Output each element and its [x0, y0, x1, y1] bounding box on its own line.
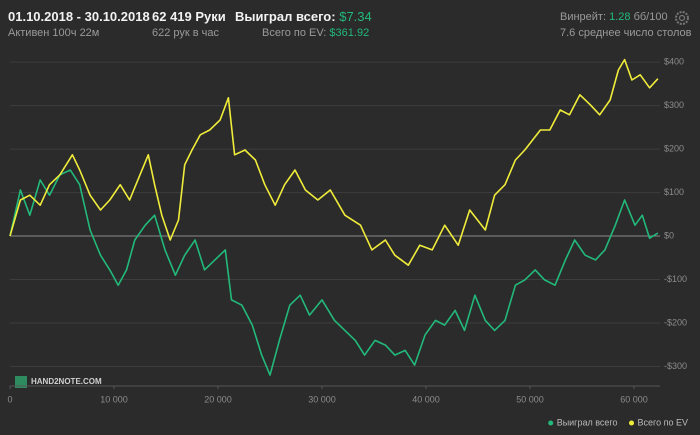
- hands-per-hour: 622 рук в час: [152, 27, 220, 39]
- active-time: Активен 100ч 22м: [8, 27, 100, 39]
- x-tick-label: 30 000: [308, 394, 336, 404]
- legend-marker: [548, 420, 554, 426]
- legend-label: Выиграл всего: [557, 417, 618, 427]
- legend-marker: [629, 420, 635, 426]
- x-tick-label: 0: [7, 394, 12, 404]
- x-tick-label: 40 000: [412, 394, 440, 404]
- grid: [9, 61, 660, 389]
- winrate-label: Винрейт:: [560, 11, 607, 23]
- tables: 7.6 среднее число столов: [560, 27, 692, 39]
- y-tick-label: $200: [664, 143, 684, 153]
- ev-total: Всего по EV: $361.92: [262, 27, 369, 39]
- won-total: Выиграл всего: $7.34: [235, 9, 372, 24]
- x-tick-label: 60 000: [620, 394, 648, 404]
- won-label: Выиграл всего:: [235, 9, 336, 24]
- y-tick-label: $100: [664, 187, 684, 197]
- series-line: [9, 169, 659, 376]
- winrate-unit: бб/100: [633, 11, 668, 23]
- settings-icon[interactable]: [674, 10, 690, 26]
- winrate: Винрейт: 1.28 бб/100: [560, 11, 668, 23]
- logo: HAND2NOTE.COM: [31, 377, 102, 386]
- y-tick-label: $300: [664, 100, 684, 110]
- x-tick-label: 10 000: [100, 394, 128, 404]
- won-value: $7.34: [339, 9, 372, 24]
- date-range: 01.10.2018 - 30.10.2018: [8, 9, 150, 24]
- hands: 62 419 Руки: [152, 9, 226, 24]
- logo-icon: [15, 376, 27, 388]
- ev-label: Всего по EV:: [262, 27, 327, 39]
- x-tick-label: 20 000: [204, 394, 232, 404]
- y-tick-label: -$200: [664, 317, 687, 327]
- y-tick-label: -$100: [664, 274, 687, 284]
- x-tick-label: 50 000: [516, 394, 544, 404]
- winrate-value: 1.28: [609, 11, 631, 23]
- legend-label: Всего по EV: [638, 417, 688, 427]
- y-tick-label: $400: [664, 57, 684, 67]
- series-line: [9, 58, 659, 266]
- y-tick-label: -$300: [664, 361, 687, 371]
- ev-value: $361.92: [329, 27, 370, 39]
- y-tick-label: $0: [664, 230, 674, 240]
